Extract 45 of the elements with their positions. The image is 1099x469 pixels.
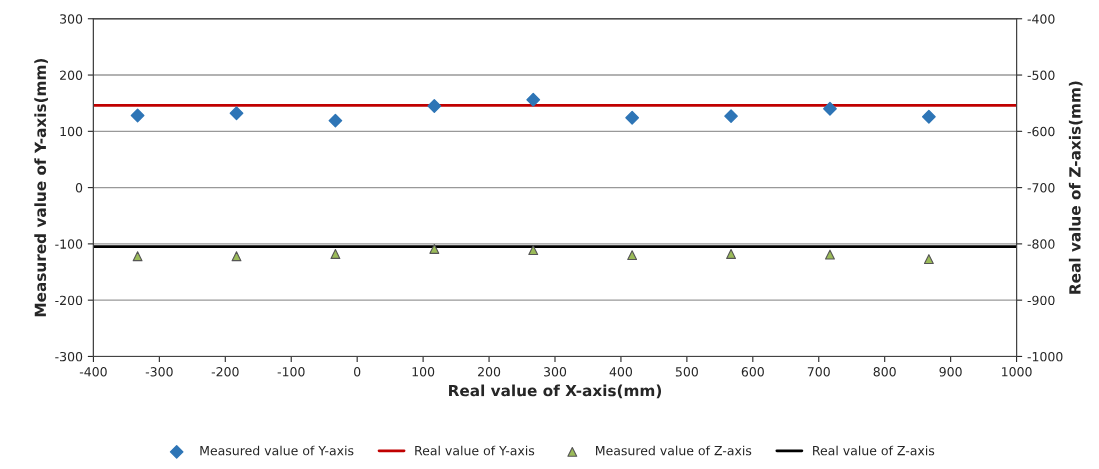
point [724,109,738,124]
x-tick-label: 900 [939,367,962,377]
x-axis-title: Real value of X-axis(mm) [449,384,662,399]
point [427,99,442,113]
x-tick-label: -100 [277,367,305,377]
legend-label: Real value of Y-axis [415,445,535,456]
point [921,109,936,124]
y-tick-label: 100 [60,126,83,137]
x-tick-label: -200 [211,367,239,377]
y-tick-label: -200 [55,295,83,306]
point [328,113,343,128]
y2-tick-label: -800 [1027,239,1055,249]
x-tick-label: 1000 [1002,367,1032,377]
legend-label: Measured value of Z-axis [596,445,752,456]
y2-tick-label: -700 [1027,183,1055,193]
y-axis-title: Measured value of Y-axis(mm) [34,58,48,317]
legend-label: Measured value of Y-axis [200,445,354,456]
y2-tick-label: -400 [1027,14,1055,24]
x-tick-label: 400 [609,367,633,377]
x-tick-label: 600 [741,367,764,377]
point [823,101,837,116]
y2-tick-label: -1000 [1027,351,1063,362]
x-tick-label: -300 [145,367,173,377]
y-tick-label: 300 [60,14,83,24]
y-tick-label: 200 [60,70,83,80]
point [229,106,244,121]
point [625,110,640,125]
x-tick-label: 500 [675,367,698,377]
point [526,92,541,107]
point [130,108,145,123]
x-tick-label: 0 [354,367,361,377]
x-tick-label: 700 [807,367,830,377]
legend-label: Real value of Z-axis [813,445,935,456]
y2-tick-label: -600 [1027,126,1055,137]
x-tick-label: 300 [544,367,567,377]
y2-tick-label: -900 [1027,295,1055,306]
y-tick-label: -300 [55,351,83,362]
x-tick-label: 200 [478,367,501,377]
y2-axis-title: Real value of Z-axis(mm) [1068,81,1083,294]
y-tick-label: -100 [55,239,83,249]
y-tick-label: 0 [75,183,83,193]
y2-tick-label: -500 [1027,70,1055,80]
x-tick-label: -400 [79,367,107,377]
x-tick-label: 800 [873,367,896,377]
x-tick-label: 100 [412,367,435,377]
